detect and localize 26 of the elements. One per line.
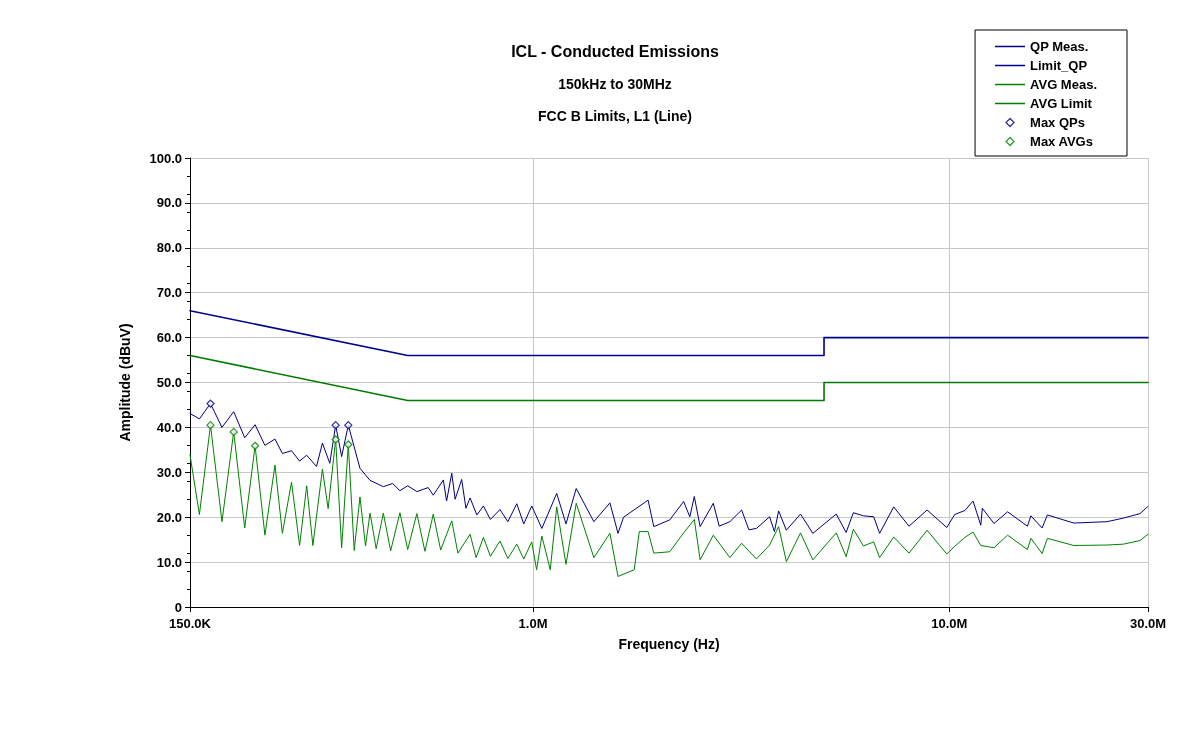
x-tick-label: 10.0M	[931, 616, 968, 631]
y-tick-label: 100.0	[149, 150, 182, 166]
y-tick-label: 40.0	[156, 419, 182, 435]
legend-label: AVG Meas.	[1030, 77, 1097, 92]
y-tick-label: 60.0	[156, 330, 182, 346]
y-tick-label: 50.0	[156, 375, 182, 390]
y-tick-label: 10.0	[156, 554, 182, 570]
chart-subtitle: 150kHz to 30MHz	[558, 76, 672, 92]
x-tick-label: 150.0K	[169, 616, 212, 631]
y-axis-title: Amplitude (dBuV)	[117, 323, 133, 442]
text: FCC B Limits, L1 (Line)	[538, 108, 692, 124]
y-tick-label: 30.0	[156, 464, 182, 480]
legend-label: AVG Limit	[1030, 96, 1093, 111]
legend-label: QP Meas.	[1030, 39, 1089, 54]
chart-title: ICL - Conducted Emissions	[511, 42, 719, 60]
x-axis-title: Frequency (Hz)	[618, 636, 720, 652]
y-tick-label: 70.0	[156, 285, 182, 301]
legend-label: Limit_QP	[1030, 58, 1088, 73]
y-tick-label: 80.0	[156, 240, 182, 256]
y-tick-label: 0	[174, 599, 182, 615]
x-tick-label: 30.0M	[1129, 616, 1167, 631]
legend-label: Max AVGs	[1030, 134, 1093, 149]
x-tick-label: 1.0M	[518, 616, 548, 631]
y-tick-label: 20.0	[156, 509, 182, 525]
y-tick-label: 90.0	[156, 195, 182, 211]
legend-label: Max QPs	[1030, 115, 1085, 130]
